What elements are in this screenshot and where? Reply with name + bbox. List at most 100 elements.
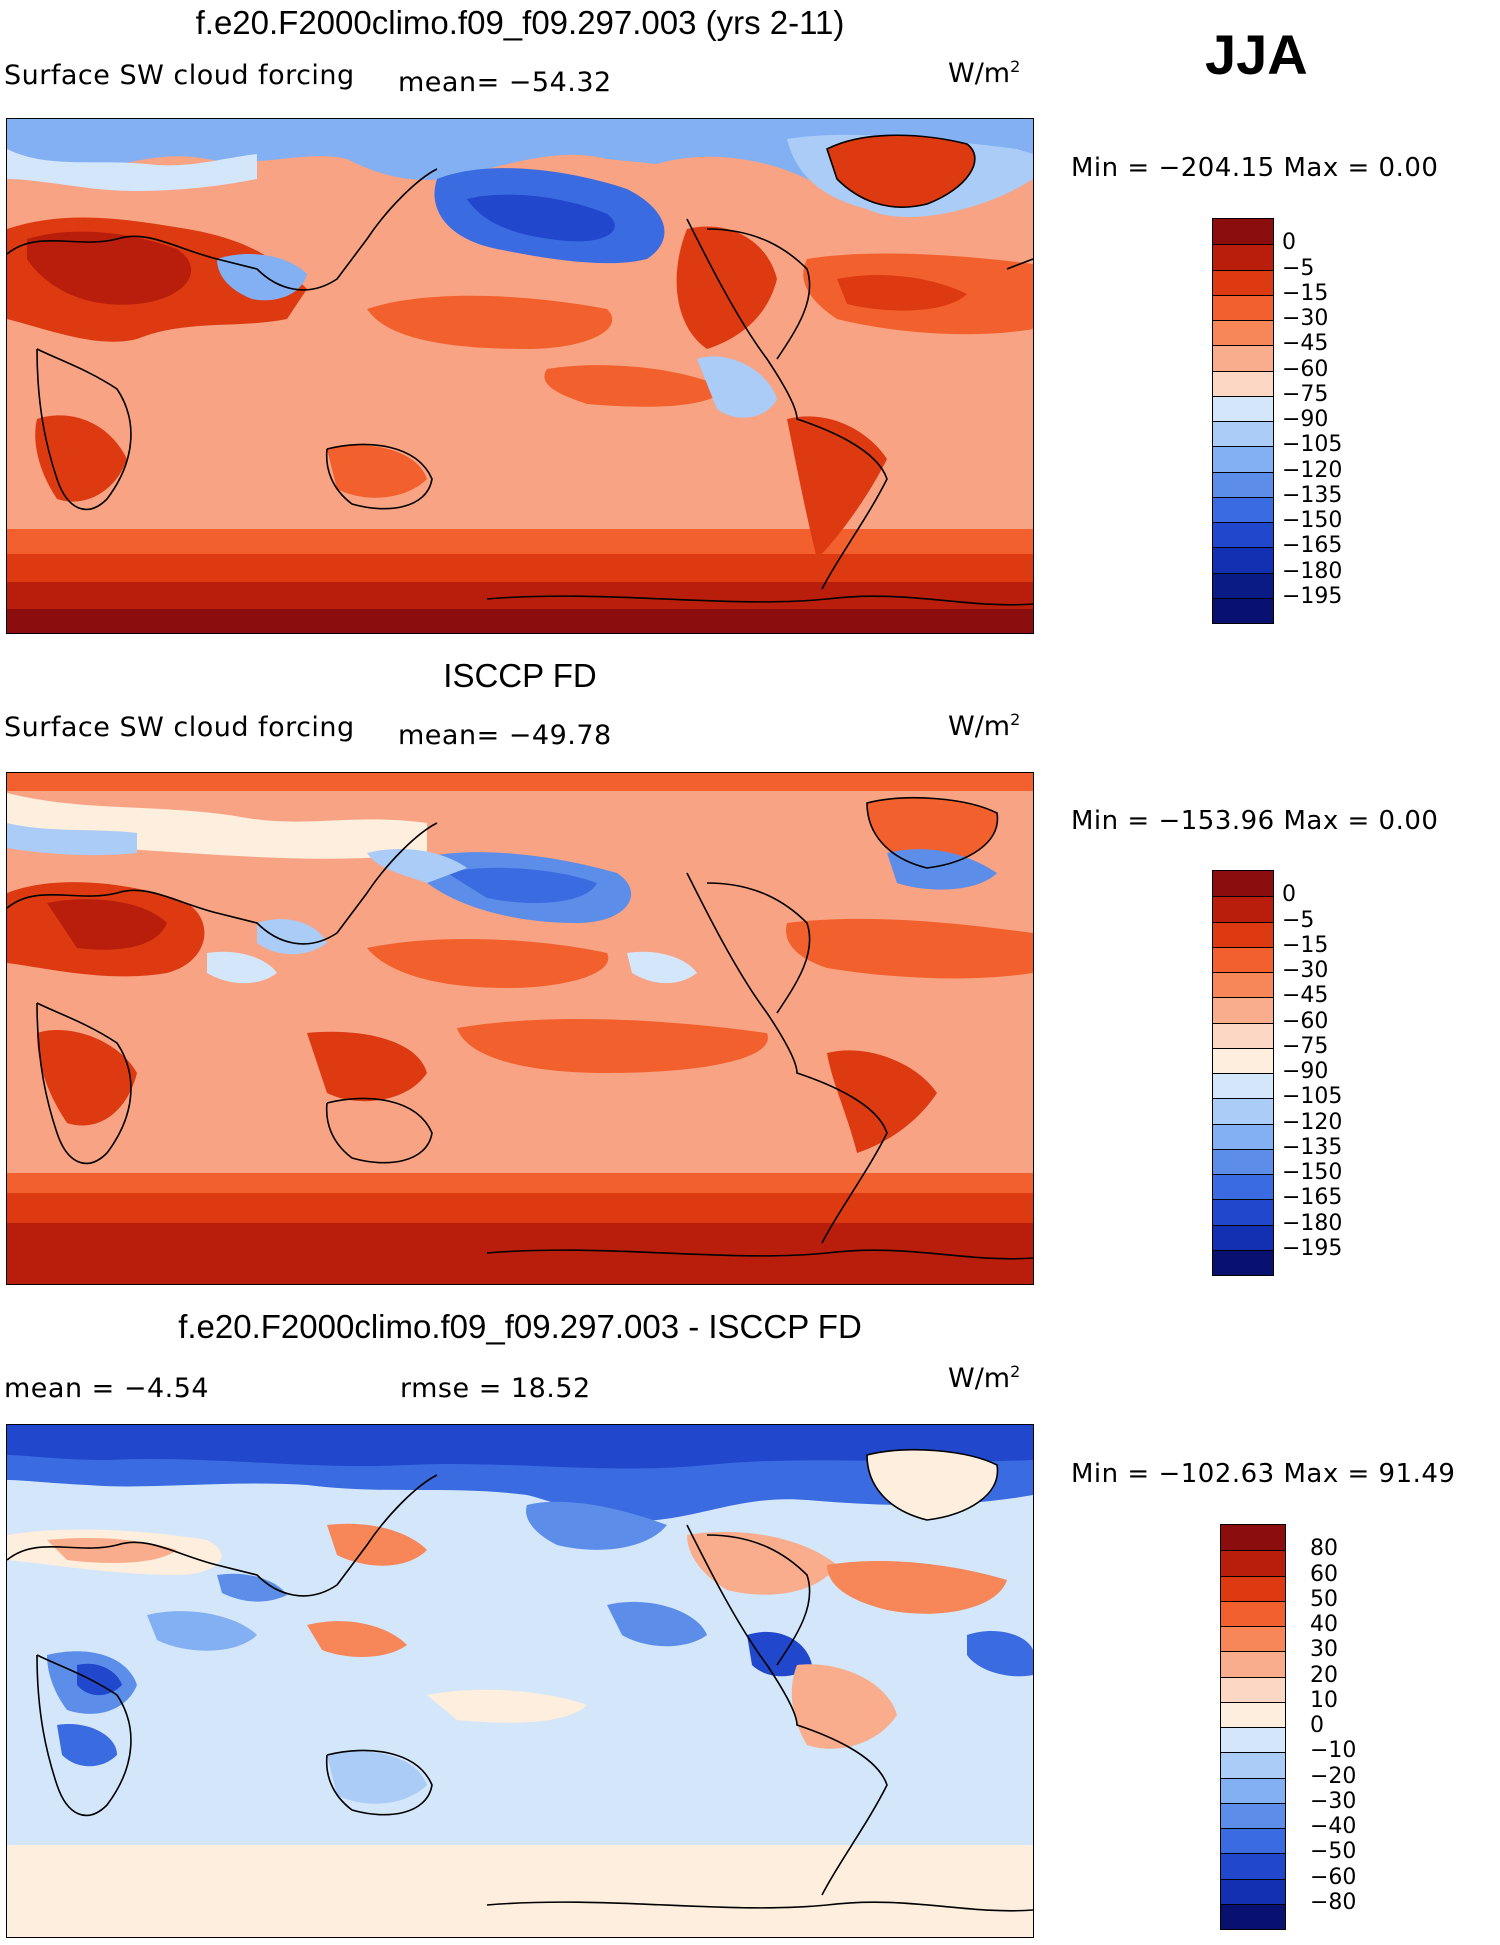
colorbar-swatch bbox=[1213, 269, 1273, 295]
colorbar-label: −195 bbox=[1282, 583, 1343, 609]
colorbar-swatch bbox=[1213, 1249, 1273, 1275]
colorbar-label: −10 bbox=[1310, 1738, 1357, 1764]
colorbar-swatch bbox=[1213, 1022, 1273, 1048]
colorbar-swatch bbox=[1213, 572, 1273, 598]
colorbar-swatch bbox=[1221, 1676, 1285, 1702]
colorbar-swatch bbox=[1213, 896, 1273, 922]
colorbar-swatch bbox=[1221, 1853, 1285, 1879]
panel1-colorbar bbox=[1212, 218, 1274, 624]
colorbar-label: −90 bbox=[1282, 1059, 1329, 1084]
season-label: JJA bbox=[1205, 23, 1308, 86]
colorbar-label: 30 bbox=[1310, 1637, 1338, 1663]
panel3-map bbox=[6, 1424, 1034, 1938]
colorbar-swatch bbox=[1221, 1752, 1285, 1778]
panel3-contour-field bbox=[7, 1425, 1033, 1937]
colorbar-swatch bbox=[1213, 219, 1273, 245]
colorbar-label: −165 bbox=[1282, 1185, 1343, 1211]
colorbar-swatch bbox=[1213, 244, 1273, 270]
colorbar-swatch bbox=[1213, 597, 1273, 623]
panel1-units: W/m2 bbox=[948, 57, 1021, 89]
colorbar-swatch bbox=[1213, 1123, 1273, 1149]
colorbar-swatch bbox=[1213, 547, 1273, 573]
colorbar-swatch bbox=[1213, 320, 1273, 346]
panel3-title: f.e20.F2000climo.f09_f09.297.003 - ISCCP… bbox=[178, 1308, 862, 1345]
colorbar-label: −105 bbox=[1282, 1084, 1343, 1110]
colorbar-swatch bbox=[1221, 1651, 1285, 1677]
panel2-units: W/m2 bbox=[948, 710, 1021, 742]
colorbar-label: −150 bbox=[1282, 1160, 1343, 1185]
colorbar-label: −120 bbox=[1282, 457, 1343, 483]
colorbar-label: −150 bbox=[1282, 508, 1343, 533]
colorbar-swatch bbox=[1221, 1828, 1285, 1854]
colorbar-label: −45 bbox=[1282, 983, 1329, 1009]
colorbar-swatch bbox=[1213, 1073, 1273, 1099]
colorbar-label: −30 bbox=[1282, 958, 1329, 983]
colorbar-swatch bbox=[1213, 446, 1273, 472]
colorbar-label: 10 bbox=[1310, 1687, 1338, 1713]
colorbar-swatch bbox=[1213, 370, 1273, 396]
colorbar-swatch bbox=[1213, 1098, 1273, 1124]
colorbar-swatch bbox=[1213, 1148, 1273, 1174]
colorbar-swatch bbox=[1213, 1047, 1273, 1073]
panel1-mean: mean= −54.32 bbox=[398, 67, 612, 98]
panel1-title: f.e20.F2000climo.f09_f09.297.003 (yrs 2-… bbox=[195, 4, 845, 41]
colorbar-label: −165 bbox=[1282, 533, 1343, 559]
colorbar-swatch bbox=[1221, 1600, 1285, 1626]
colorbar-label: −180 bbox=[1282, 558, 1343, 584]
panel2-map bbox=[6, 772, 1034, 1285]
colorbar-label: −40 bbox=[1310, 1814, 1357, 1839]
colorbar-label: −50 bbox=[1310, 1839, 1357, 1865]
colorbar-label: 40 bbox=[1310, 1612, 1338, 1637]
panel3-colorbar bbox=[1220, 1524, 1286, 1930]
colorbar-swatch bbox=[1213, 972, 1273, 998]
panel3-coastlines bbox=[7, 1449, 1033, 1912]
colorbar-swatch bbox=[1221, 1701, 1285, 1727]
colorbar-label: −105 bbox=[1282, 432, 1343, 458]
colorbar-swatch bbox=[1213, 921, 1273, 947]
colorbar-swatch bbox=[1221, 1878, 1285, 1904]
colorbar-label: −15 bbox=[1282, 280, 1329, 306]
colorbar-label: 0 bbox=[1282, 882, 1296, 908]
colorbar-swatch bbox=[1213, 421, 1273, 447]
colorbar-swatch bbox=[1213, 345, 1273, 371]
colorbar-swatch bbox=[1221, 1550, 1285, 1576]
colorbar-label: −60 bbox=[1282, 356, 1329, 382]
colorbar-label: −5 bbox=[1282, 907, 1315, 933]
colorbar-label: −195 bbox=[1282, 1235, 1343, 1261]
panel2-min-max: Min = −153.96 Max = 0.00 bbox=[1071, 806, 1439, 836]
colorbar-swatch bbox=[1213, 997, 1273, 1023]
colorbar-swatch bbox=[1221, 1802, 1285, 1828]
colorbar-label: 0 bbox=[1310, 1713, 1324, 1738]
colorbar-swatch bbox=[1221, 1727, 1285, 1753]
colorbar-label: −60 bbox=[1282, 1008, 1329, 1034]
colorbar-swatch bbox=[1213, 871, 1273, 897]
colorbar-label: 80 bbox=[1310, 1536, 1338, 1562]
colorbar-swatch bbox=[1213, 294, 1273, 320]
colorbar-label: −80 bbox=[1310, 1889, 1357, 1915]
colorbar-label: −30 bbox=[1310, 1788, 1357, 1814]
colorbar-label: −135 bbox=[1282, 482, 1343, 508]
colorbar-label: 60 bbox=[1310, 1561, 1338, 1587]
colorbar-label: 20 bbox=[1310, 1662, 1338, 1688]
panel2-mean: mean= −49.78 bbox=[398, 720, 612, 751]
colorbar-swatch bbox=[1213, 1199, 1273, 1225]
colorbar-swatch bbox=[1213, 1224, 1273, 1250]
panel2-colorbar bbox=[1212, 870, 1274, 1276]
colorbar-label: −120 bbox=[1282, 1109, 1343, 1135]
panel1-coastlines bbox=[7, 134, 1033, 606]
colorbar-label: −5 bbox=[1282, 255, 1315, 281]
panel3-units: W/m2 bbox=[948, 1362, 1021, 1394]
colorbar-label: −15 bbox=[1282, 932, 1329, 958]
panel2-contour-field bbox=[7, 773, 1033, 1284]
panel3-mean: mean = −4.54 bbox=[4, 1373, 210, 1404]
colorbar-label: −20 bbox=[1310, 1763, 1357, 1789]
colorbar-swatch bbox=[1221, 1575, 1285, 1601]
colorbar-swatch bbox=[1213, 1174, 1273, 1200]
panel1-contour-field bbox=[7, 119, 1033, 633]
colorbar-label: −135 bbox=[1282, 1134, 1343, 1160]
colorbar-label: −30 bbox=[1282, 306, 1329, 331]
colorbar-swatch bbox=[1213, 496, 1273, 522]
panel3-rmse: rmse = 18.52 bbox=[400, 1373, 591, 1404]
colorbar-swatch bbox=[1221, 1903, 1285, 1929]
colorbar-label: −90 bbox=[1282, 407, 1329, 432]
